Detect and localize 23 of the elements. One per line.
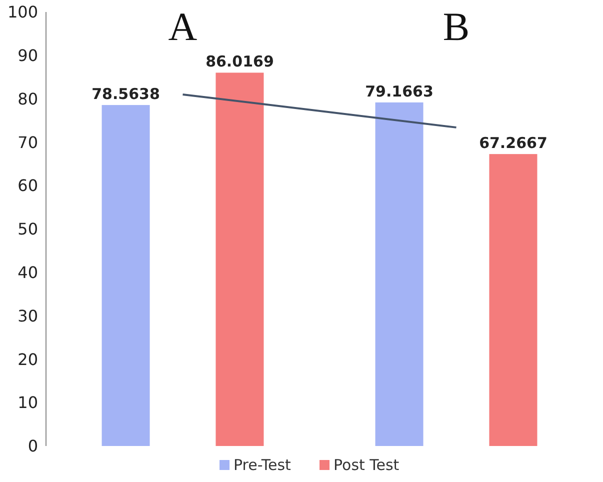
y-tick-label: 10: [18, 393, 38, 412]
y-tick-label: 0: [28, 436, 38, 456]
bar: [375, 102, 424, 446]
data-label: 79.1663: [365, 82, 434, 100]
x-tick-label: B: [442, 4, 470, 49]
data-label: 67.2667: [479, 134, 548, 152]
y-tick-label: 30: [18, 306, 38, 326]
y-tick-label: 90: [18, 46, 38, 65]
legend-label: Pre-Test: [234, 456, 292, 474]
bar: [216, 72, 264, 446]
data-label: 78.5638: [92, 85, 160, 104]
legend-label: Post Test: [334, 456, 400, 474]
data-label: 86.0169: [206, 52, 274, 71]
bar: [489, 154, 538, 446]
y-tick-label: 100: [7, 2, 38, 22]
y-tick-label: 60: [18, 176, 38, 196]
bar: [102, 105, 150, 446]
y-tick-label: 70: [18, 132, 38, 152]
y-tick-label: 40: [18, 263, 38, 282]
y-tick-label: 20: [18, 350, 38, 369]
x-tick-label: A: [168, 4, 198, 49]
y-tick-label: 50: [18, 220, 38, 239]
y-tick-label: 80: [18, 89, 38, 108]
